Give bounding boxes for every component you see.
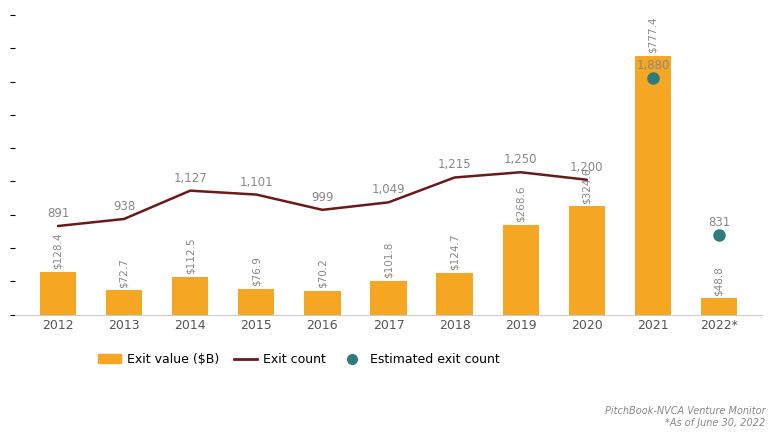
Text: $128.4: $128.4 — [53, 232, 63, 269]
Bar — [635, 56, 671, 314]
Bar — [238, 289, 274, 314]
Text: 891: 891 — [47, 207, 69, 220]
Text: 1,880: 1,880 — [636, 59, 670, 72]
Bar — [569, 206, 605, 314]
Text: $70.2: $70.2 — [317, 259, 327, 289]
Text: 1,101: 1,101 — [239, 175, 273, 189]
Text: 938: 938 — [113, 200, 135, 213]
Text: $101.8: $101.8 — [384, 241, 393, 278]
Bar — [40, 272, 76, 314]
Text: $268.6: $268.6 — [516, 186, 526, 222]
Bar — [437, 273, 472, 314]
Bar — [305, 291, 340, 314]
Bar — [172, 277, 208, 314]
Text: $76.9: $76.9 — [251, 256, 261, 286]
Text: $48.8: $48.8 — [714, 266, 724, 295]
Bar — [701, 298, 737, 314]
Text: 1,250: 1,250 — [504, 153, 538, 166]
Text: $777.4: $777.4 — [648, 17, 658, 53]
Text: 831: 831 — [708, 216, 730, 229]
Bar — [371, 281, 406, 314]
Text: 1,127: 1,127 — [173, 172, 207, 184]
Text: $112.5: $112.5 — [185, 238, 195, 274]
Text: $124.7: $124.7 — [450, 234, 460, 270]
Bar — [106, 290, 142, 314]
Text: 1,200: 1,200 — [570, 161, 604, 174]
Text: $72.7: $72.7 — [119, 258, 129, 288]
Text: $324.6: $324.6 — [582, 167, 592, 204]
Text: 1,049: 1,049 — [371, 183, 406, 197]
Legend: Exit value ($B), Exit count, Estimated exit count: Exit value ($B), Exit count, Estimated e… — [93, 348, 504, 371]
Text: 999: 999 — [311, 191, 333, 204]
Bar — [503, 225, 539, 314]
Text: PitchBook-NVCA Venture Monitor
*As of June 30, 2022: PitchBook-NVCA Venture Monitor *As of Ju… — [605, 406, 765, 428]
Text: 1,215: 1,215 — [437, 159, 472, 172]
